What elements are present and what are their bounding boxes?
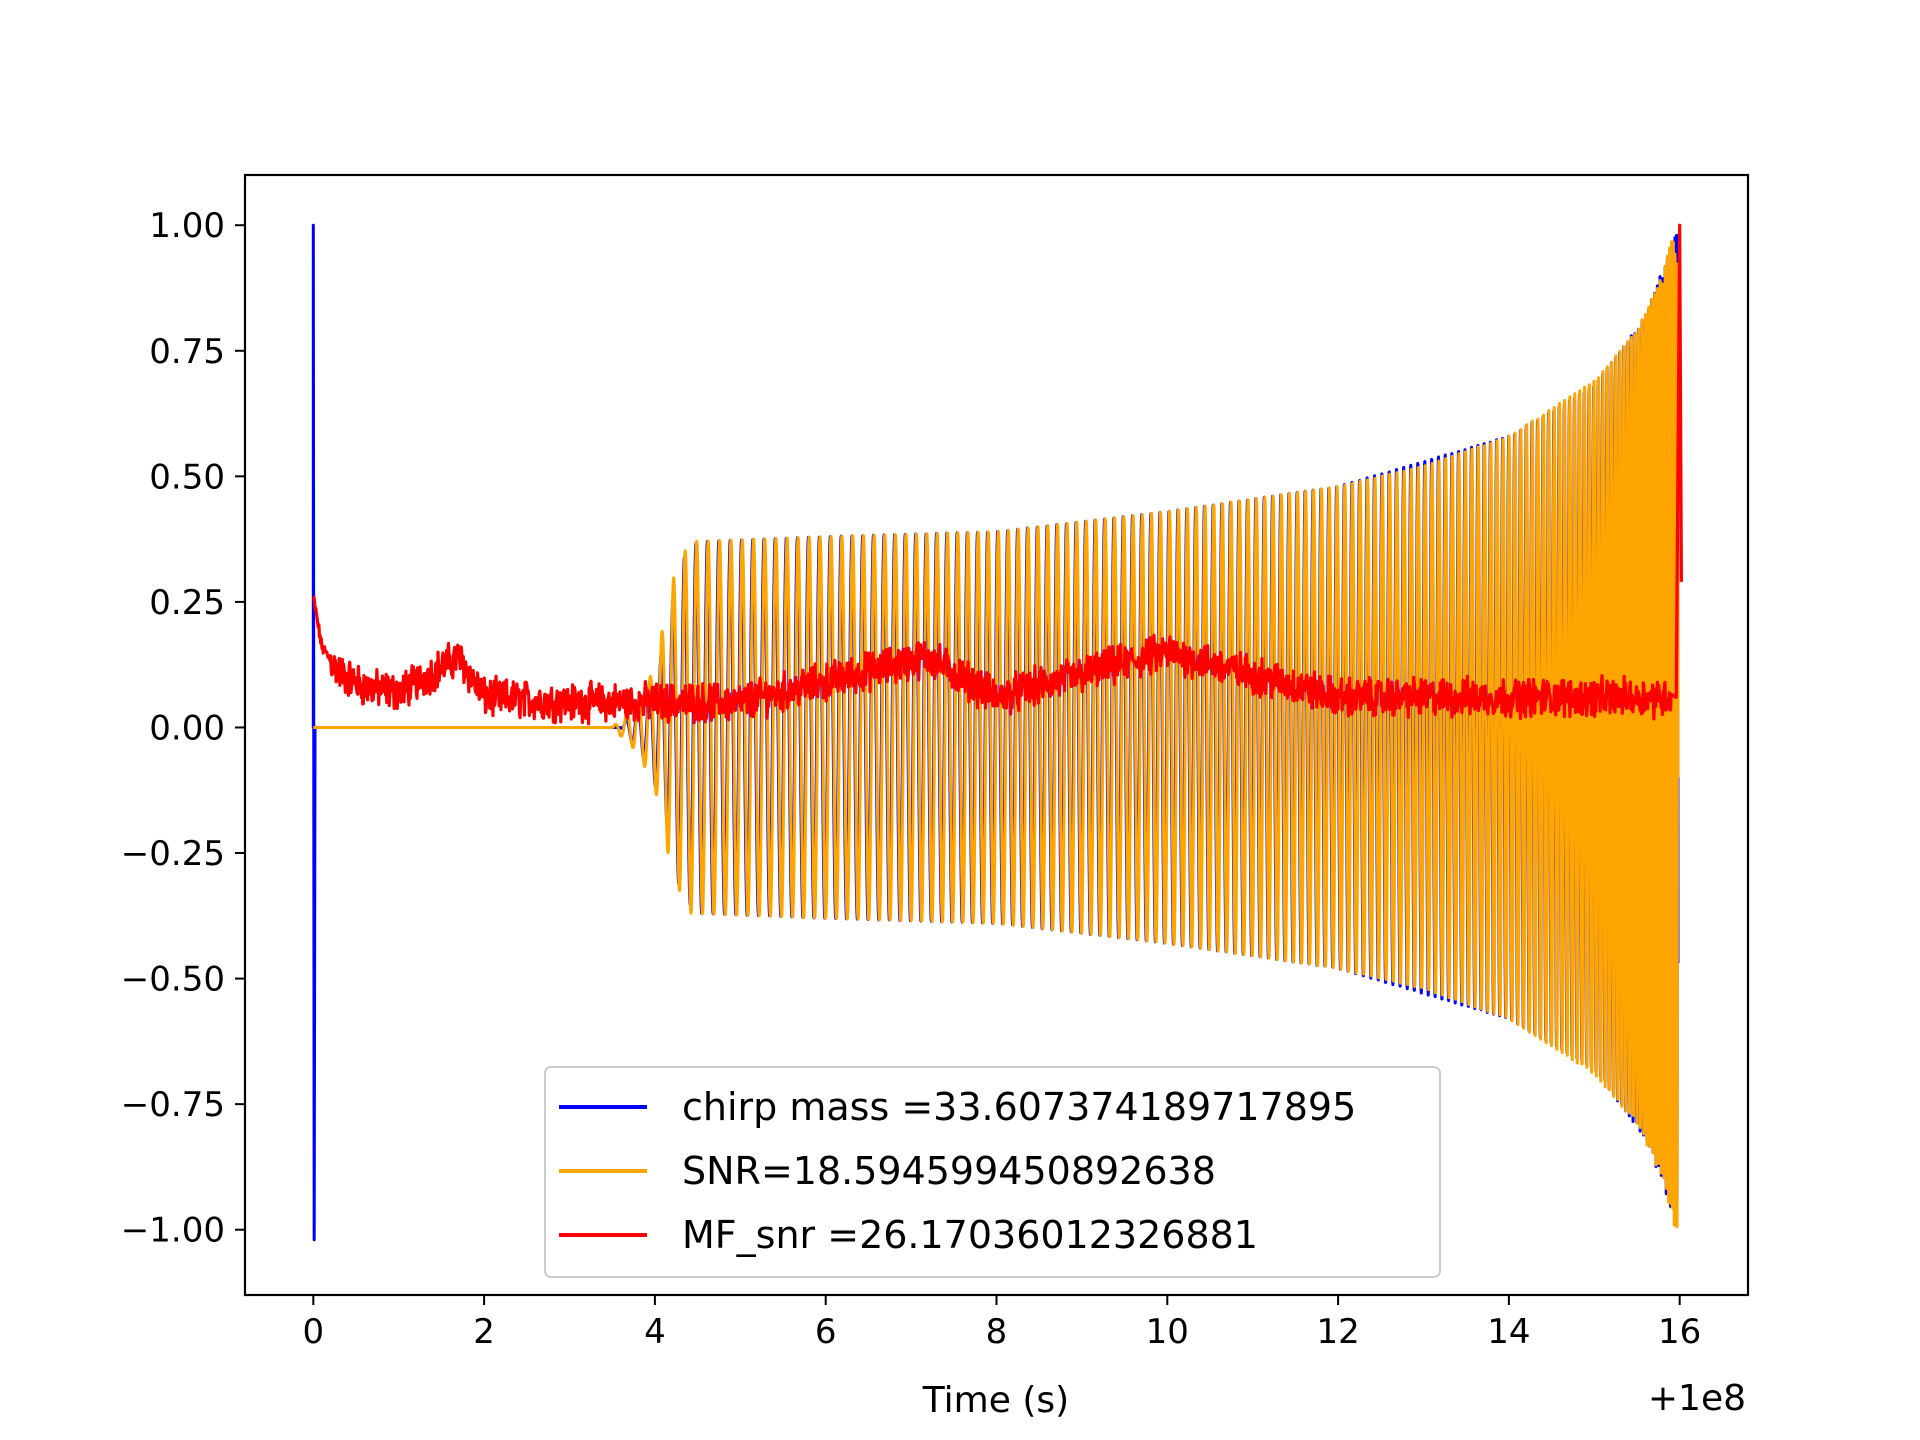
- legend-label: MF_snr =26.17036012326881: [682, 1213, 1258, 1257]
- y-tick-label: 0.50: [149, 457, 225, 497]
- x-axis-label: Time (s): [922, 1380, 1069, 1421]
- x-tick-label: 4: [644, 1312, 666, 1352]
- x-tick-label: 16: [1658, 1312, 1701, 1352]
- y-tick-label: −1.00: [121, 1211, 225, 1251]
- series-line-mf-snr: [312, 223, 1683, 726]
- legend: chirp mass =33.607374189717895 SNR=18.594…: [544, 1066, 1441, 1278]
- x-tick-label: 2: [473, 1312, 495, 1352]
- x-tick-label: 8: [986, 1312, 1008, 1352]
- axes-layer: 0 2 4 6 8 10 12 14 16 1.00 0.75 0.50 0.25 0.00 −0.25 −0…: [121, 206, 1702, 1352]
- series-group: [311, 223, 1683, 1242]
- x-tick-label: 10: [1146, 1312, 1189, 1352]
- series-layer: [311, 223, 1683, 1242]
- x-axis-offset: +1e8: [1648, 1378, 1746, 1419]
- x-tick-label: 14: [1487, 1312, 1530, 1352]
- x-tick-label: 6: [815, 1312, 837, 1352]
- legend-label: SNR=18.594599450892638: [682, 1149, 1216, 1193]
- y-tick-label: −0.25: [121, 834, 225, 874]
- legend-label: chirp mass =33.607374189717895: [682, 1085, 1356, 1129]
- y-tick-label: −0.50: [121, 960, 225, 1000]
- y-tick-label: 0.00: [149, 708, 225, 748]
- x-tick-label: 0: [302, 1312, 324, 1352]
- y-tick-label: 0.75: [149, 332, 225, 372]
- y-tick-label: 1.00: [149, 206, 225, 246]
- legend-box: [544, 1066, 1441, 1278]
- y-tick-label: 0.25: [149, 583, 225, 623]
- x-tick-label: 12: [1316, 1312, 1359, 1352]
- y-tick-label: −0.75: [121, 1085, 225, 1125]
